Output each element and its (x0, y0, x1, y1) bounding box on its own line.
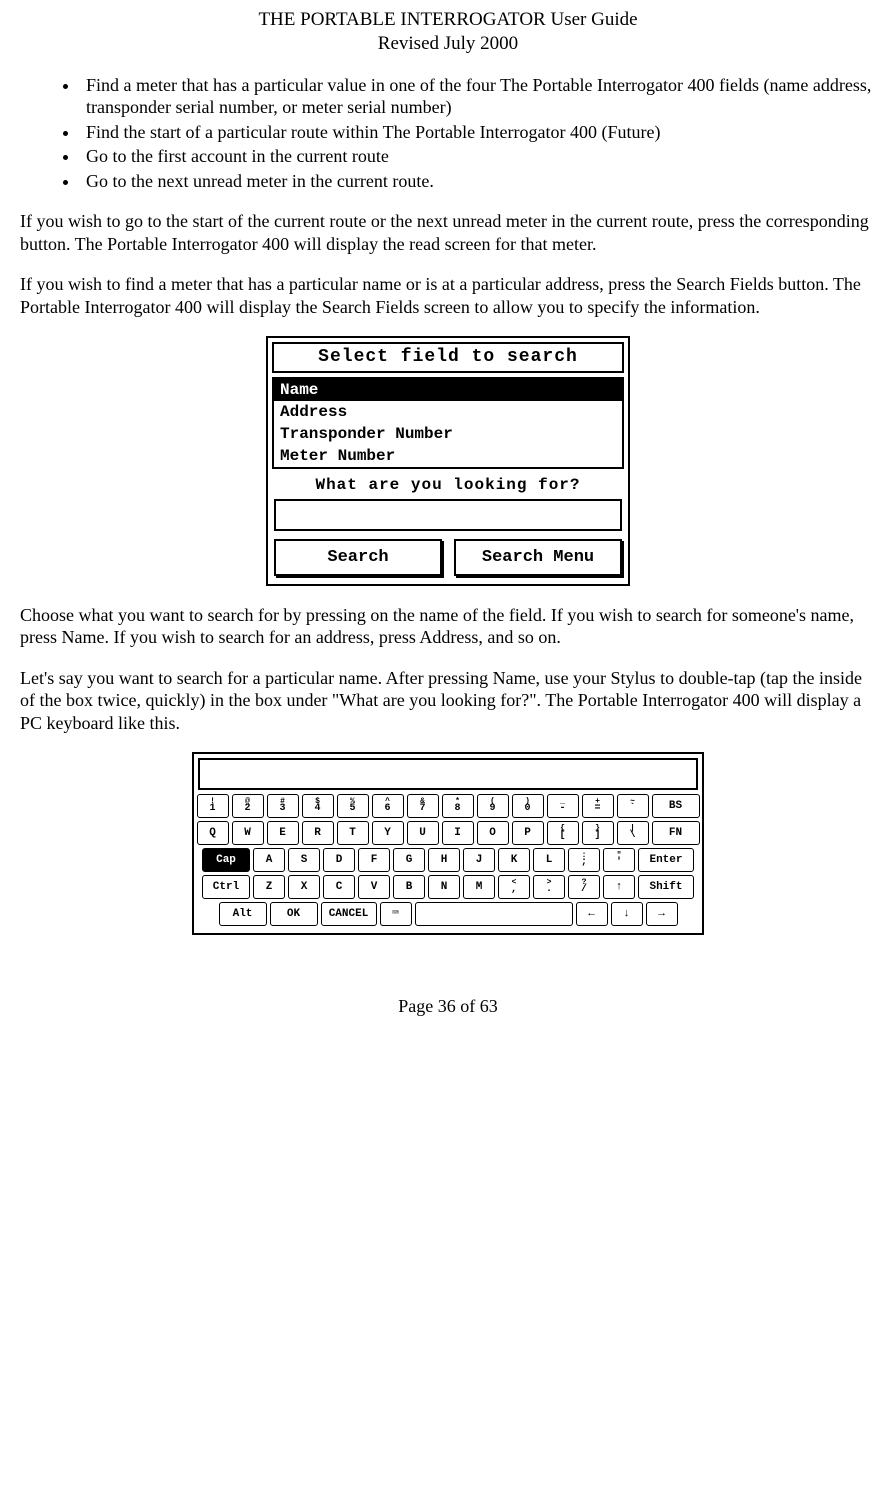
keyboard-key[interactable]: )0 (512, 794, 544, 818)
keyboard-key[interactable]: ⌨ (380, 902, 412, 926)
search-option-address[interactable]: Address (274, 401, 622, 423)
keyboard-key[interactable]: V (358, 875, 390, 899)
keyboard-key[interactable]: R (302, 821, 334, 845)
search-menu-button[interactable]: Search Menu (454, 539, 622, 576)
keyboard-key[interactable]: ← (576, 902, 608, 926)
keyboard-key[interactable]: ↓ (611, 902, 643, 926)
keyboard-key[interactable]: A (253, 848, 285, 872)
keyboard-display[interactable] (198, 758, 698, 790)
keyboard-key[interactable]: Z (253, 875, 285, 899)
keyboard-key[interactable]: K (498, 848, 530, 872)
keyboard-key[interactable]: |\ (617, 821, 649, 845)
keyboard-key[interactable]: W (232, 821, 264, 845)
paragraph: If you wish to go to the start of the cu… (20, 210, 876, 255)
paragraph: Choose what you want to search for by pr… (20, 604, 876, 649)
keyboard-key[interactable]: → (646, 902, 678, 926)
keyboard-key[interactable]: :; (568, 848, 600, 872)
keyboard-key[interactable]: CANCEL (321, 902, 377, 926)
keyboard-row-4: CtrlZXCVBNM<,>.?/↑Shift (198, 875, 698, 899)
keyboard-key[interactable]: @2 (232, 794, 264, 818)
keyboard-row-1: !1@2#3$4%5^6&7*8(9)0_-+=~`BS (198, 794, 698, 818)
paragraph: Let's say you want to search for a parti… (20, 667, 876, 735)
keyboard-key[interactable]: F (358, 848, 390, 872)
search-option-transponder[interactable]: Transponder Number (274, 423, 622, 445)
keyboard-key[interactable]: $4 (302, 794, 334, 818)
keyboard-key[interactable]: M (463, 875, 495, 899)
keyboard-key[interactable]: (9 (477, 794, 509, 818)
keyboard-key[interactable]: T (337, 821, 369, 845)
search-field-list: Name Address Transponder Number Meter Nu… (272, 377, 624, 469)
keyboard-row-3: CapASDFGHJKL:;"'Enter (198, 848, 698, 872)
keyboard-key[interactable]: S (288, 848, 320, 872)
keyboard-key[interactable]: &7 (407, 794, 439, 818)
keyboard-key[interactable]: OK (270, 902, 318, 926)
keyboard-row-2: QWERTYUIOP{[}]|\FN (198, 821, 698, 845)
keyboard-key[interactable]: FN (652, 821, 700, 845)
keyboard-key[interactable]: H (428, 848, 460, 872)
search-title-bar: Select field to search (272, 342, 624, 373)
keyboard-key[interactable]: Y (372, 821, 404, 845)
keyboard-key[interactable]: Alt (219, 902, 267, 926)
keyboard-key[interactable]: L (533, 848, 565, 872)
keyboard-key[interactable]: P (512, 821, 544, 845)
search-input[interactable] (274, 499, 622, 531)
keyboard-key[interactable]: ?/ (568, 875, 600, 899)
keyboard-key[interactable]: U (407, 821, 439, 845)
list-item: Go to the next unread meter in the curre… (80, 170, 876, 193)
search-option-meter[interactable]: Meter Number (274, 445, 622, 467)
keyboard-key[interactable]: >. (533, 875, 565, 899)
search-option-name[interactable]: Name (274, 379, 622, 401)
keyboard-key[interactable]: <, (498, 875, 530, 899)
list-item: Find the start of a particular route wit… (80, 121, 876, 144)
keyboard-key[interactable]: E (267, 821, 299, 845)
bullet-list: Find a meter that has a particular value… (20, 74, 876, 193)
paragraph: If you wish to find a meter that has a p… (20, 273, 876, 318)
keyboard-key[interactable]: B (393, 875, 425, 899)
keyboard-key[interactable] (415, 902, 573, 926)
keyboard-key[interactable]: X (288, 875, 320, 899)
keyboard-key[interactable]: %5 (337, 794, 369, 818)
search-button[interactable]: Search (274, 539, 442, 576)
keyboard-key[interactable]: }] (582, 821, 614, 845)
keyboard-row-5: AltOKCANCEL⌨ ←↓→ (198, 902, 698, 926)
header-title: THE PORTABLE INTERROGATOR User Guide (20, 8, 876, 32)
keyboard-key[interactable]: Ctrl (202, 875, 250, 899)
keyboard-key[interactable]: "' (603, 848, 635, 872)
keyboard-key[interactable]: Enter (638, 848, 694, 872)
keyboard-key[interactable]: ^6 (372, 794, 404, 818)
header-subtitle: Revised July 2000 (20, 32, 876, 56)
page-header: THE PORTABLE INTERROGATOR User Guide Rev… (20, 8, 876, 56)
keyboard-key[interactable]: I (442, 821, 474, 845)
keyboard-key[interactable]: Cap (202, 848, 250, 872)
keyboard-key[interactable]: ~` (617, 794, 649, 818)
keyboard-key[interactable]: N (428, 875, 460, 899)
keyboard-key[interactable]: *8 (442, 794, 474, 818)
keyboard-key[interactable]: Q (197, 821, 229, 845)
keyboard-key[interactable]: Shift (638, 875, 694, 899)
keyboard-key[interactable]: #3 (267, 794, 299, 818)
search-prompt-label: What are you looking for? (268, 473, 628, 497)
keyboard-key[interactable]: D (323, 848, 355, 872)
search-fields-screenshot: Select field to search Name Address Tran… (266, 336, 630, 586)
keyboard-key[interactable]: !1 (197, 794, 229, 818)
list-item: Find a meter that has a particular value… (80, 74, 876, 119)
keyboard-key[interactable]: += (582, 794, 614, 818)
keyboard-key[interactable]: ↑ (603, 875, 635, 899)
keyboard-screenshot: !1@2#3$4%5^6&7*8(9)0_-+=~`BS QWERTYUIOP{… (192, 752, 704, 935)
keyboard-key[interactable]: C (323, 875, 355, 899)
keyboard-key[interactable]: BS (652, 794, 700, 818)
keyboard-key[interactable]: G (393, 848, 425, 872)
keyboard-key[interactable]: J (463, 848, 495, 872)
keyboard-key[interactable]: {[ (547, 821, 579, 845)
page-footer: Page 36 of 63 (20, 995, 876, 1018)
keyboard-key[interactable]: _- (547, 794, 579, 818)
keyboard-key[interactable]: O (477, 821, 509, 845)
list-item: Go to the first account in the current r… (80, 145, 876, 168)
